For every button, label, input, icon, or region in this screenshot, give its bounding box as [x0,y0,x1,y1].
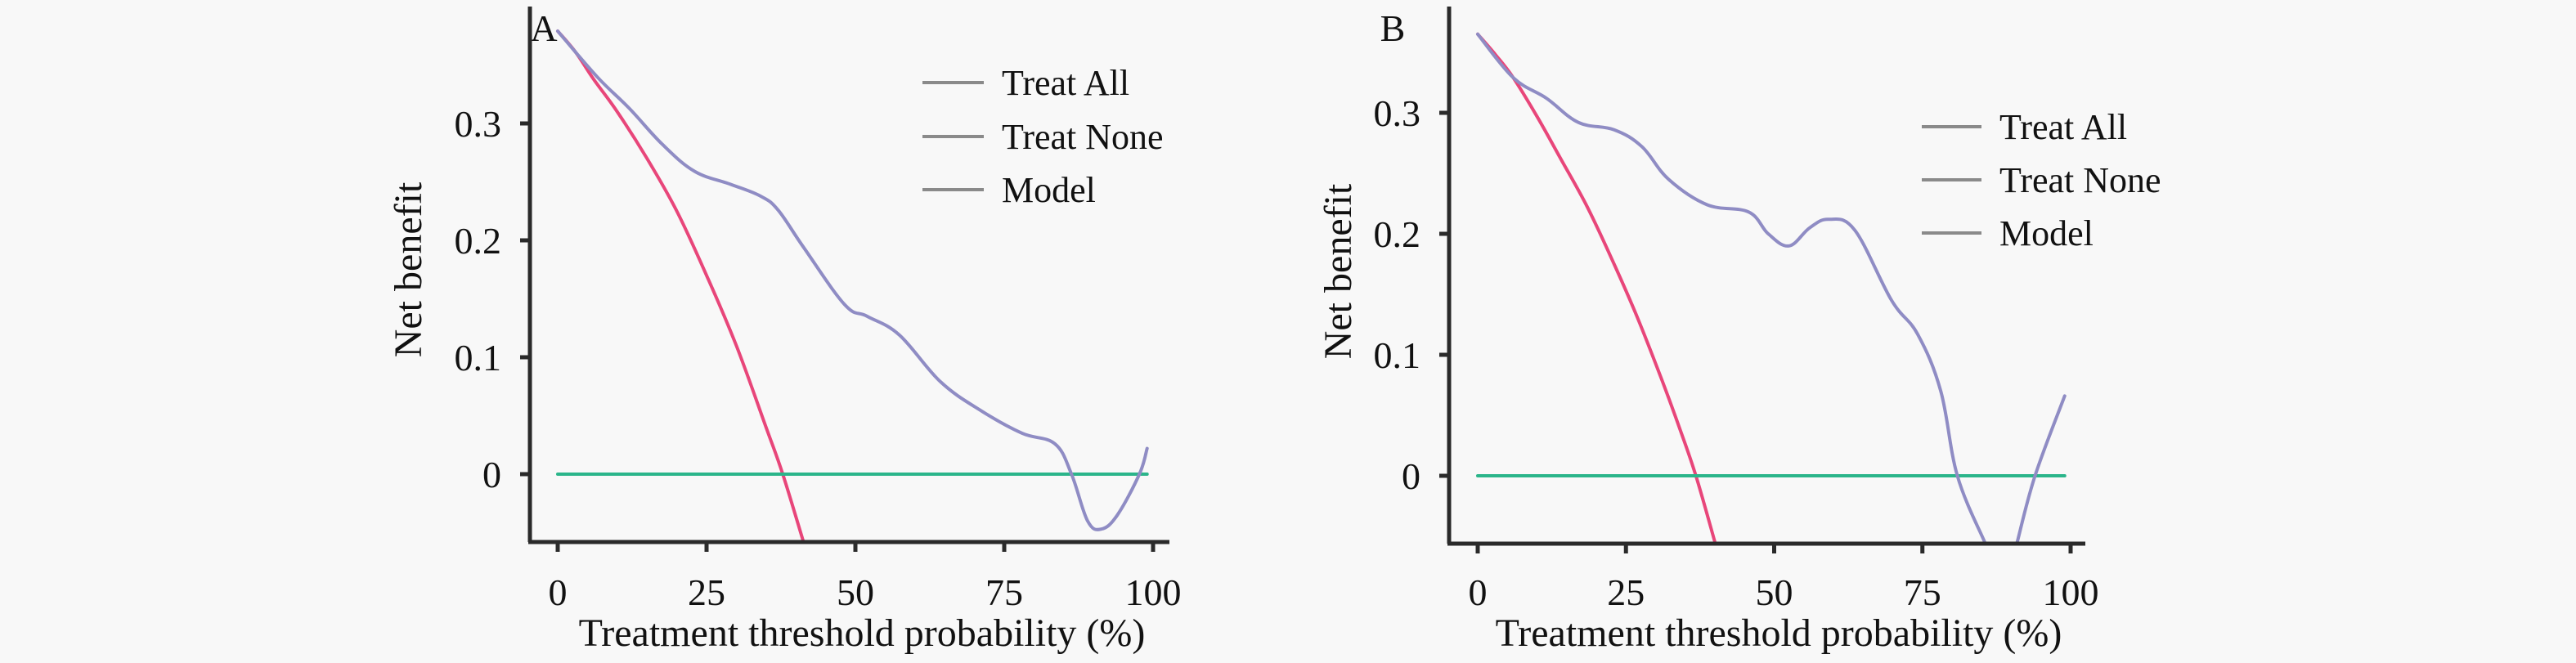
y-tick-label: 0 [482,454,501,495]
x-tick-label: 0 [549,571,568,613]
x-tick-label: 50 [1756,571,1793,613]
plot-area-a [556,29,1149,542]
series-line-model [556,29,1149,531]
x-tick-label: 50 [837,571,874,613]
y-tick-label: 0.2 [1374,213,1421,255]
y-axis-label-b: Net benefit [1317,183,1360,359]
series-line-treat-all [1476,32,1717,544]
series-line-model [1476,32,1986,544]
chart-panel-a: A 0 0.1 0.2 0.3 0 25 50 75 100 Treatment thresho… [387,7,1182,655]
legend-label: Treat All [1002,63,1129,103]
legend-label: Model [1999,213,2094,253]
y-tick-label: 0.2 [455,220,502,262]
y-tick-label: 0.3 [455,103,502,145]
y-tick-label: 0.3 [1374,92,1421,134]
x-tick-label: 100 [2043,571,2099,613]
legend-label: Model [1002,170,1096,210]
legend-b: Treat All Treat None Model [1922,107,2161,253]
series-line-model-continued [2015,394,2067,544]
panel-label-a: A [530,7,557,49]
axes-b: 0 0.1 0.2 0.3 0 25 50 75 100 [1374,7,2099,613]
legend-label: Treat All [1999,107,2127,147]
x-tick-label: 25 [688,571,725,613]
y-axis-label-a: Net benefit [387,181,430,357]
y-tick-label: 0.1 [1374,334,1421,376]
x-tick-label: 25 [1607,571,1645,613]
legend-label: Treat None [1002,117,1164,157]
series-line-treat-all [556,29,805,542]
x-axis-label-b: Treatment threshold probability (%) [1496,611,2062,655]
axes-a: 0 0.1 0.2 0.3 0 25 50 75 100 [455,7,1182,613]
legend-label: Treat None [1999,160,2161,200]
chart-panel-b: B 0 0.1 0.2 0.3 0 25 50 75 100 Treatment thresho… [1317,7,2161,655]
x-tick-label: 100 [1125,571,1182,613]
x-tick-label: 0 [1469,571,1488,613]
x-tick-label: 75 [1904,571,1941,613]
x-tick-label: 75 [985,571,1023,613]
legend-a: Treat All Treat None Model [922,63,1164,210]
plot-area-b [1476,32,2067,544]
x-axis-label-a: Treatment threshold probability (%) [579,611,1146,655]
panel-label-b: B [1380,7,1406,49]
y-tick-label: 0 [1402,455,1420,497]
y-tick-label: 0.1 [455,337,502,379]
